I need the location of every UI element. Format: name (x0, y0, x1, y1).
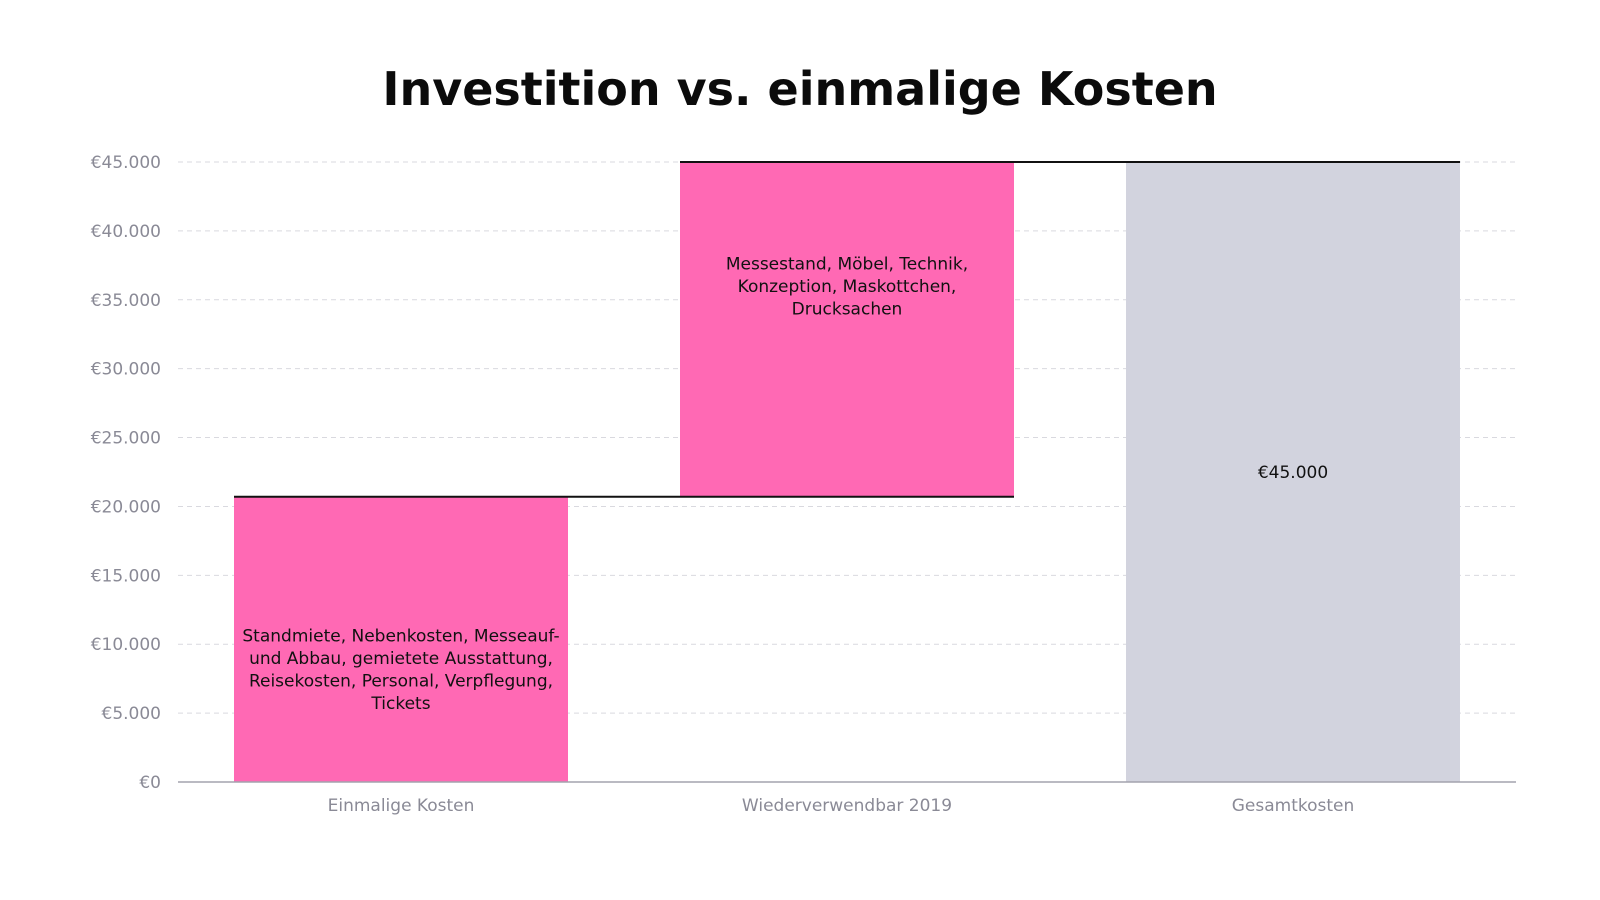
y-tick-label: €40.000 (91, 222, 161, 242)
connectors (234, 161, 1460, 498)
y-tick-label: €0 (139, 773, 161, 793)
bar-labels: Standmiete, Nebenkosten, Messeauf-und Ab… (242, 254, 1328, 714)
y-tick-label: €45.000 (91, 153, 161, 173)
x-category-label: Gesamtkosten (1232, 796, 1355, 816)
x-category-label: Einmalige Kosten (328, 796, 475, 816)
y-tick-label: €30.000 (91, 360, 161, 380)
bar-label-line: Konzeption, Maskottchen, (738, 277, 957, 297)
bar-label-line: Standmiete, Nebenkosten, Messeauf- (242, 627, 559, 647)
bar-value-label: €45.000 (1258, 463, 1328, 483)
chart-title: Investition vs. einmalige Kosten (382, 62, 1218, 116)
y-tick-label: €20.000 (91, 497, 161, 517)
bar-label-line: Drucksachen (792, 299, 903, 319)
y-tick-label: €5.000 (102, 704, 161, 724)
bar-label-line: und Abbau, gemietete Ausstattung, (249, 649, 553, 669)
bar (234, 496, 568, 782)
bar-value-label: Messestand, Möbel, Technik, Konzeption, M… (726, 254, 968, 319)
bar-label-line: Tickets (370, 694, 430, 714)
y-tick-label: €15.000 (91, 566, 161, 586)
bar (1126, 162, 1460, 782)
bar (680, 162, 1014, 497)
y-tick-label: €25.000 (91, 429, 161, 449)
bars (234, 162, 1460, 782)
axes: €0 €5.000 €10.000 €15.000 €20.000 €25.000 €30.… (91, 153, 1516, 816)
bar-label-line: €45.000 (1258, 463, 1328, 483)
x-category-label: Wiederverwendbar 2019 (742, 796, 952, 816)
y-tick-label: €10.000 (91, 635, 161, 655)
bar-value-label: Standmiete, Nebenkosten, Messeauf-und Ab… (242, 627, 559, 715)
bar-label-line: Messestand, Möbel, Technik, (726, 254, 968, 274)
y-tick-label: €35.000 (91, 291, 161, 311)
bar-label-line: Reisekosten, Personal, Verpflegung, (249, 672, 553, 692)
